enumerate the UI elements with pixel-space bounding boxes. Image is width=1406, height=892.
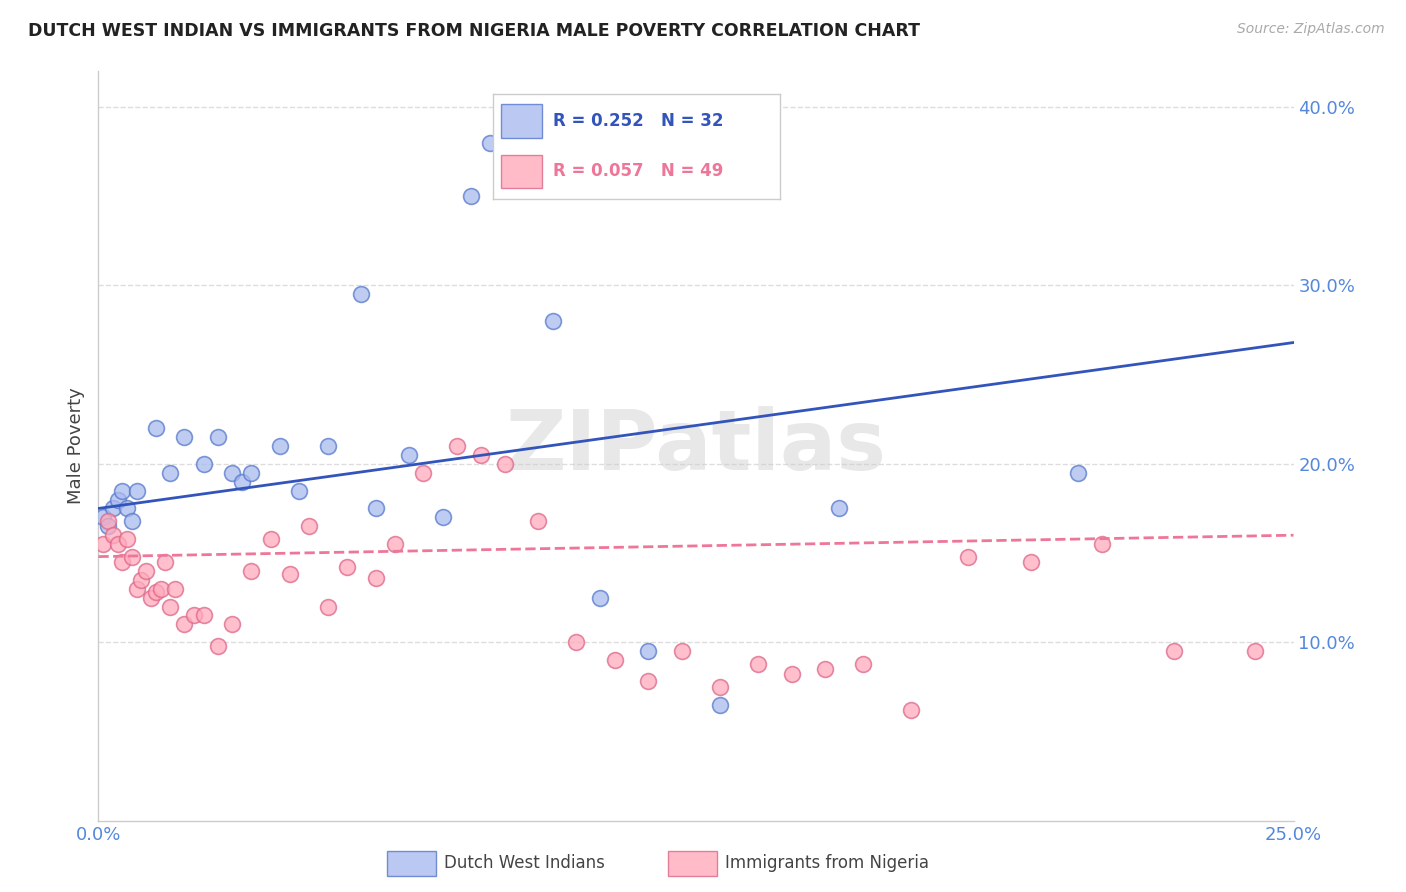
Point xyxy=(828,501,851,516)
Point xyxy=(747,657,769,671)
Point xyxy=(173,430,195,444)
Point xyxy=(193,608,215,623)
Point xyxy=(589,591,612,605)
Point xyxy=(814,662,837,676)
Point xyxy=(173,617,195,632)
Point xyxy=(316,439,339,453)
Point xyxy=(541,314,564,328)
Point xyxy=(446,439,468,453)
Point xyxy=(111,555,134,569)
Point xyxy=(412,466,434,480)
Point xyxy=(240,466,263,480)
Point xyxy=(155,555,177,569)
Y-axis label: Male Poverty: Male Poverty xyxy=(66,388,84,504)
Point xyxy=(1019,555,1042,569)
Point xyxy=(221,617,243,632)
Point xyxy=(115,532,138,546)
Point xyxy=(603,653,626,667)
Point xyxy=(494,457,516,471)
Point xyxy=(957,549,980,564)
Text: Immigrants from Nigeria: Immigrants from Nigeria xyxy=(725,855,929,872)
Point xyxy=(398,448,420,462)
Point xyxy=(135,564,157,578)
Point xyxy=(298,519,321,533)
Point xyxy=(91,537,114,551)
Point xyxy=(780,667,803,681)
Point xyxy=(470,448,492,462)
Point xyxy=(101,501,124,516)
Point xyxy=(207,430,229,444)
Point xyxy=(149,582,172,596)
Point xyxy=(709,680,731,694)
Point xyxy=(508,145,530,159)
Point xyxy=(460,189,482,203)
Point xyxy=(91,510,114,524)
Point xyxy=(1091,537,1114,551)
Point xyxy=(479,136,502,150)
Point xyxy=(183,608,205,623)
Point xyxy=(565,635,588,649)
Point xyxy=(637,644,659,658)
Point xyxy=(259,532,281,546)
Point xyxy=(163,582,186,596)
Point xyxy=(107,492,129,507)
Point xyxy=(121,549,143,564)
Point xyxy=(240,564,263,578)
Point xyxy=(193,457,215,471)
Point xyxy=(115,501,138,516)
Point xyxy=(336,560,359,574)
Point xyxy=(1067,466,1090,480)
Point xyxy=(364,571,387,585)
Point xyxy=(159,599,181,614)
Point xyxy=(1163,644,1185,658)
Point xyxy=(101,528,124,542)
Point xyxy=(97,514,120,528)
Point xyxy=(527,514,550,528)
Point xyxy=(139,591,162,605)
Point xyxy=(111,483,134,498)
Point xyxy=(350,287,373,301)
Point xyxy=(288,483,311,498)
Point xyxy=(900,703,922,717)
Point xyxy=(269,439,291,453)
Point xyxy=(159,466,181,480)
Point xyxy=(384,537,406,551)
Point xyxy=(221,466,243,480)
Point xyxy=(121,514,143,528)
Point xyxy=(278,567,301,582)
Text: Source: ZipAtlas.com: Source: ZipAtlas.com xyxy=(1237,22,1385,37)
Point xyxy=(125,582,148,596)
Point xyxy=(107,537,129,551)
Point xyxy=(97,519,120,533)
Point xyxy=(207,639,229,653)
Point xyxy=(145,421,167,435)
Text: ZIPatlas: ZIPatlas xyxy=(506,406,886,486)
Text: Dutch West Indians: Dutch West Indians xyxy=(444,855,605,872)
Point xyxy=(1244,644,1267,658)
Point xyxy=(131,573,153,587)
Point xyxy=(125,483,148,498)
Point xyxy=(231,475,253,489)
Point xyxy=(671,644,693,658)
Point xyxy=(316,599,339,614)
Point xyxy=(637,674,659,689)
Point xyxy=(852,657,875,671)
Point xyxy=(145,585,167,599)
Point xyxy=(432,510,454,524)
Point xyxy=(709,698,731,712)
Point xyxy=(364,501,387,516)
Text: DUTCH WEST INDIAN VS IMMIGRANTS FROM NIGERIA MALE POVERTY CORRELATION CHART: DUTCH WEST INDIAN VS IMMIGRANTS FROM NIG… xyxy=(28,22,920,40)
